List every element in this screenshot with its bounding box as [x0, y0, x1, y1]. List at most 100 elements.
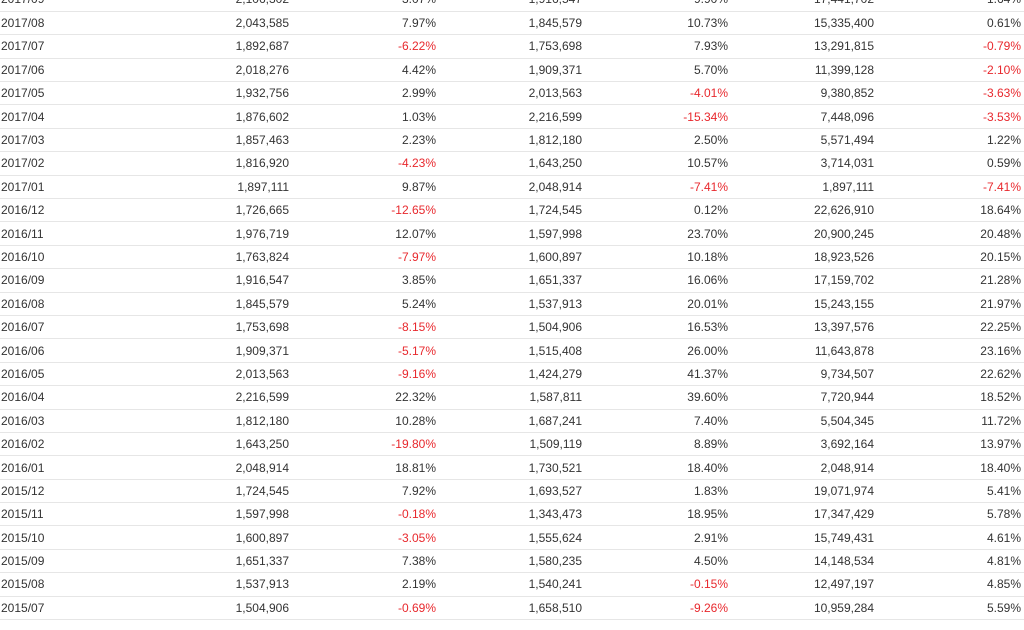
prior-change-cell: 16.53% — [585, 315, 731, 340]
prior-change-cell: 39.60% — [585, 385, 731, 410]
value-change-cell: 10.28% — [292, 409, 439, 433]
table-row: 2017/07 1,892,687 -6.22% 1,753,698 7.93% 13,2… — [0, 34, 1024, 59]
table-row: 2017/08 2,043,585 7.97% 1,845,579 10.73% 15,3… — [0, 11, 1024, 36]
cumulative-value-cell: 17,441,702 — [731, 0, 877, 12]
cumulative-change-cell: -0.79% — [877, 34, 1024, 59]
month-cell: 2016/11 — [0, 221, 50, 246]
cumulative-change-cell: 18.52% — [877, 385, 1024, 410]
prior-change-cell: 8.89% — [585, 432, 731, 457]
value-change-cell: 1.03% — [292, 104, 439, 129]
prior-value-cell: 1,658,510 — [439, 596, 585, 621]
table-row: 2017/04 1,876,602 1.03% 2,216,599 -15.34% 7,4… — [0, 104, 1024, 129]
cumulative-value-cell: 9,734,507 — [731, 362, 877, 387]
value-cell: 2,013,563 — [50, 362, 292, 387]
prior-value-cell: 1,651,337 — [439, 268, 585, 293]
value-change-cell: 7.97% — [292, 11, 439, 36]
value-change-cell: -8.15% — [292, 315, 439, 340]
month-cell: 2015/10 — [0, 525, 50, 550]
prior-change-cell: -7.41% — [585, 175, 731, 200]
prior-change-cell: 7.40% — [585, 409, 731, 433]
month-cell: 2015/11 — [0, 502, 50, 527]
value-cell: 1,726,665 — [50, 198, 292, 223]
prior-change-cell: 16.06% — [585, 268, 731, 293]
month-cell: 2016/04 — [0, 385, 50, 410]
cumulative-change-cell: 5.41% — [877, 479, 1024, 504]
month-cell: 2015/09 — [0, 549, 50, 574]
cumulative-value-cell: 7,720,944 — [731, 385, 877, 410]
prior-change-cell: 10.57% — [585, 151, 731, 176]
prior-change-cell: 18.40% — [585, 455, 731, 480]
prior-change-cell: 7.93% — [585, 34, 731, 59]
prior-value-cell: 1,693,527 — [439, 479, 585, 504]
value-change-cell: 7.38% — [292, 549, 439, 574]
prior-change-cell: 2.50% — [585, 128, 731, 153]
table-row: 2015/10 1,600,897 -3.05% 1,555,624 2.91% 15,7… — [0, 525, 1024, 550]
prior-change-cell: -15.34% — [585, 104, 731, 129]
value-change-cell: -19.80% — [292, 432, 439, 457]
prior-value-cell: 1,540,241 — [439, 572, 585, 597]
cumulative-value-cell: 13,397,576 — [731, 315, 877, 340]
value-cell: 1,651,337 — [50, 549, 292, 574]
cumulative-value-cell: 2,048,914 — [731, 455, 877, 480]
prior-value-cell: 1,724,545 — [439, 198, 585, 223]
cumulative-change-cell: 18.64% — [877, 198, 1024, 223]
value-change-cell: 2.23% — [292, 128, 439, 153]
cumulative-change-cell: -3.63% — [877, 81, 1024, 106]
month-cell: 2017/06 — [0, 58, 50, 83]
month-cell: 2015/07 — [0, 596, 50, 621]
value-change-cell: 2.19% — [292, 572, 439, 597]
prior-change-cell: 26.00% — [585, 338, 731, 363]
value-change-cell: 22.32% — [292, 385, 439, 410]
cumulative-value-cell: 13,291,815 — [731, 34, 877, 59]
table-row: 2015/12 1,724,545 7.92% 1,693,527 1.83% 19,07… — [0, 479, 1024, 504]
cumulative-change-cell: 21.97% — [877, 292, 1024, 316]
prior-value-cell: 1,909,371 — [439, 58, 585, 83]
month-cell: 2015/08 — [0, 572, 50, 597]
table-row: 2016/07 1,753,698 -8.15% 1,504,906 16.53% 13,… — [0, 315, 1024, 340]
prior-value-cell: 1,537,913 — [439, 292, 585, 316]
cumulative-change-cell: 5.78% — [877, 502, 1024, 527]
cumulative-change-cell: 1.64% — [877, 0, 1024, 12]
month-cell: 2017/05 — [0, 81, 50, 106]
cumulative-value-cell: 18,923,526 — [731, 245, 877, 270]
cumulative-value-cell: 3,714,031 — [731, 151, 877, 176]
value-change-cell: -6.22% — [292, 34, 439, 59]
cumulative-change-cell: -2.10% — [877, 58, 1024, 83]
value-change-cell: 18.81% — [292, 455, 439, 480]
value-cell: 1,816,920 — [50, 151, 292, 176]
table-row: 2016/06 1,909,371 -5.17% 1,515,408 26.00% 11,… — [0, 338, 1024, 363]
value-change-cell: -5.17% — [292, 338, 439, 363]
table-row: 2017/01 1,897,111 9.87% 2,048,914 -7.41% 1,89… — [0, 175, 1024, 200]
cumulative-change-cell: 4.81% — [877, 549, 1024, 574]
value-cell: 1,932,756 — [50, 81, 292, 106]
cumulative-change-cell: 11.72% — [877, 409, 1024, 433]
cumulative-value-cell: 17,347,429 — [731, 502, 877, 527]
value-cell: 1,857,463 — [50, 128, 292, 153]
prior-change-cell: 5.70% — [585, 58, 731, 83]
month-cell: 2017/09 — [0, 0, 50, 12]
value-cell: 2,018,276 — [50, 58, 292, 83]
value-change-cell: 3.85% — [292, 268, 439, 293]
prior-change-cell: 10.18% — [585, 245, 731, 270]
table-row: 2016/02 1,643,250 -19.80% 1,509,119 8.89% 3,6… — [0, 432, 1024, 457]
month-cell: 2016/12 — [0, 198, 50, 223]
prior-value-cell: 2,048,914 — [439, 175, 585, 200]
value-cell: 1,812,180 — [50, 409, 292, 433]
month-cell: 2016/08 — [0, 292, 50, 316]
value-cell: 1,897,111 — [50, 175, 292, 200]
prior-value-cell: 1,580,235 — [439, 549, 585, 574]
table-row: 2015/11 1,597,998 -0.18% 1,343,473 18.95% 17,… — [0, 502, 1024, 527]
value-cell: 1,892,687 — [50, 34, 292, 59]
table-row: 2017/02 1,816,920 -4.23% 1,643,250 10.57% 3,7… — [0, 151, 1024, 176]
month-cell: 2016/01 — [0, 455, 50, 480]
prior-value-cell: 1,424,279 — [439, 362, 585, 387]
cumulative-change-cell: 0.61% — [877, 11, 1024, 36]
cumulative-value-cell: 15,335,400 — [731, 11, 877, 36]
table-row: 2017/06 2,018,276 4.42% 1,909,371 5.70% 11,39… — [0, 58, 1024, 83]
month-cell: 2015/12 — [0, 479, 50, 504]
value-change-cell: -7.97% — [292, 245, 439, 270]
table-row: 2016/05 2,013,563 -9.16% 1,424,279 41.37% 9,7… — [0, 362, 1024, 387]
cumulative-value-cell: 15,243,155 — [731, 292, 877, 316]
prior-change-cell: 23.70% — [585, 221, 731, 246]
